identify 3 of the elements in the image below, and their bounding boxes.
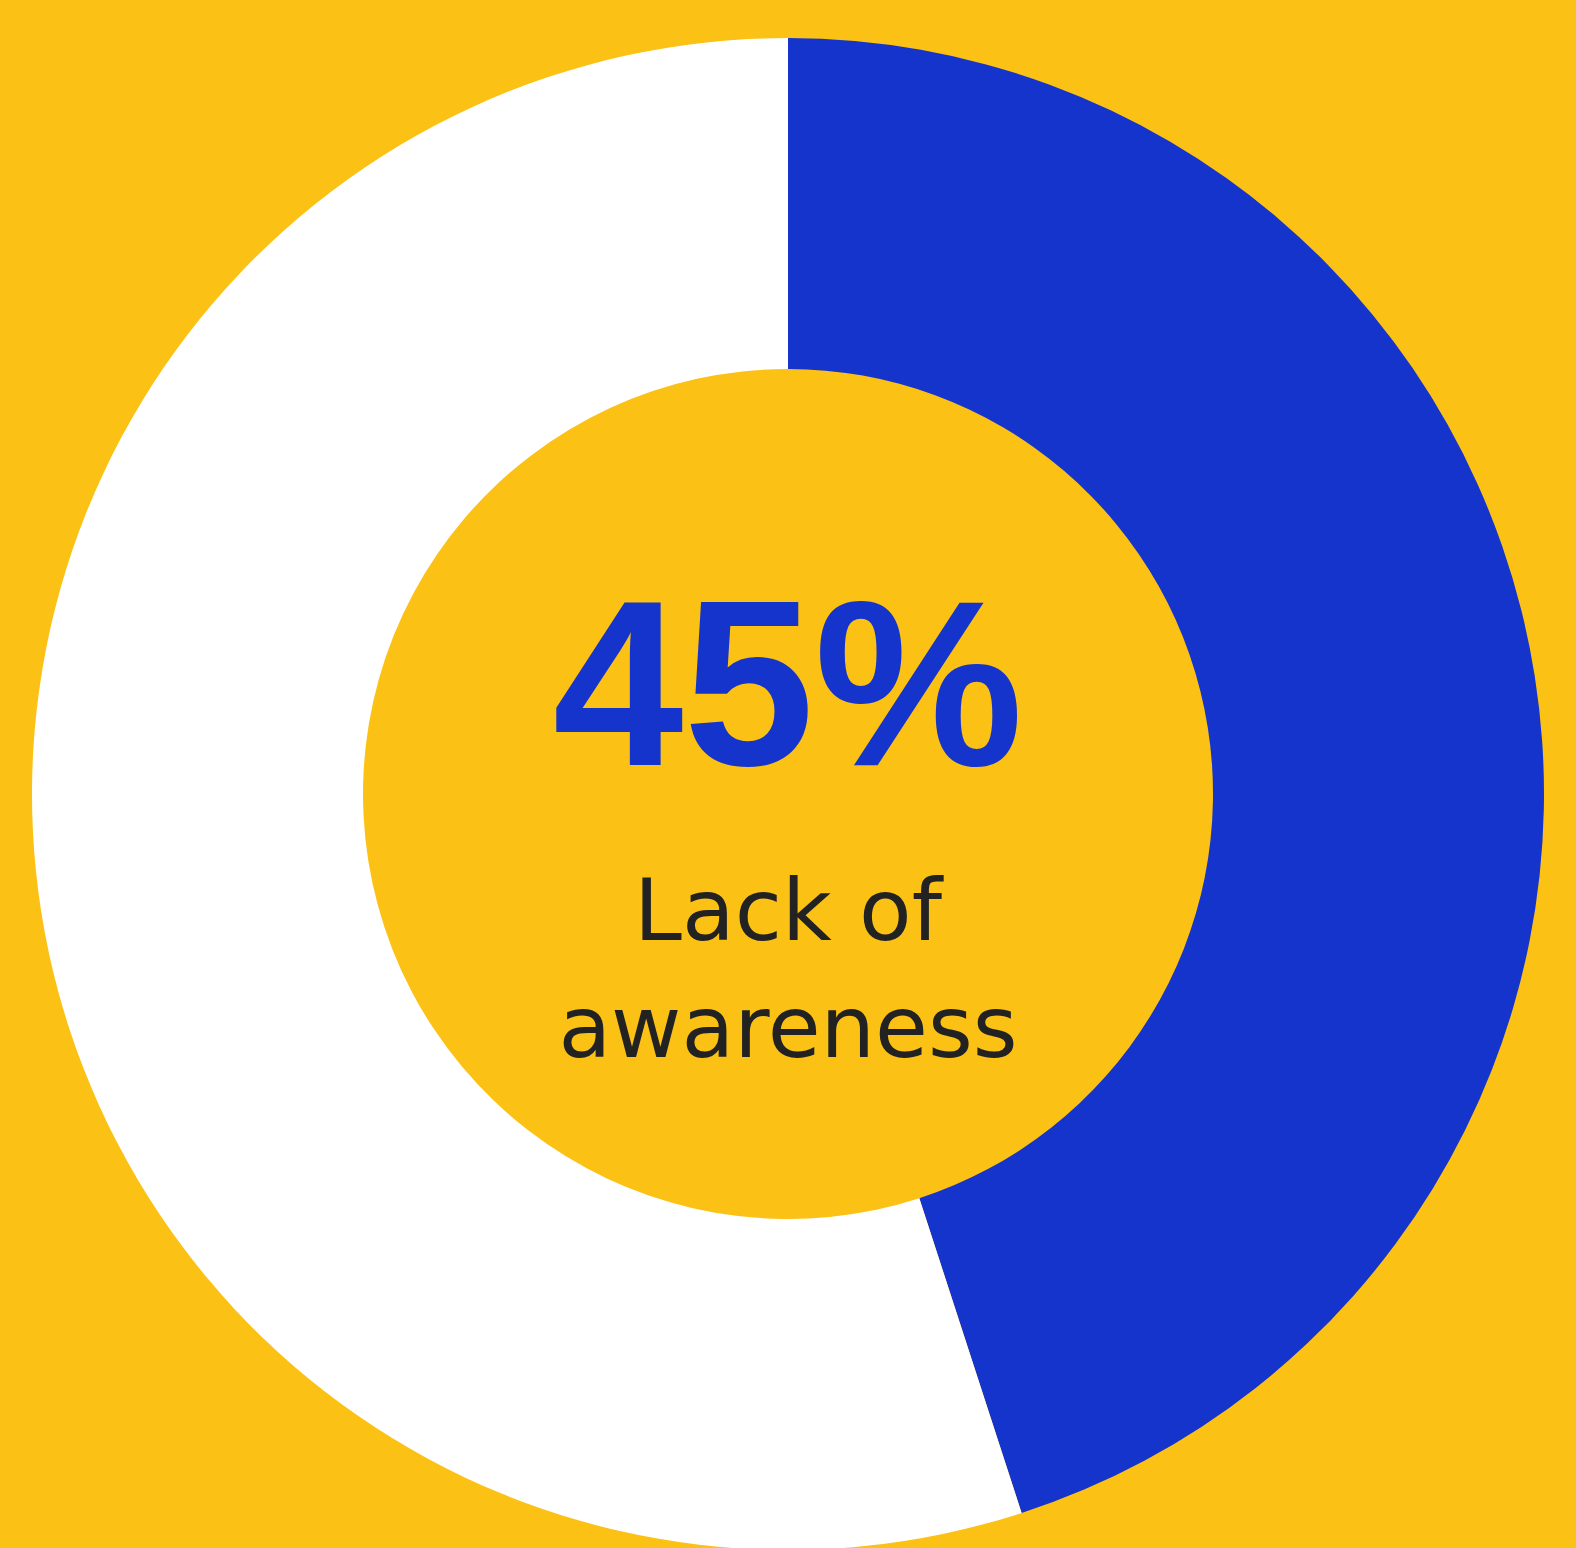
data-label: 45% [552,552,1024,815]
donut-slice [32,38,1022,1548]
slice-label: Lack of awareness [558,860,1018,1077]
